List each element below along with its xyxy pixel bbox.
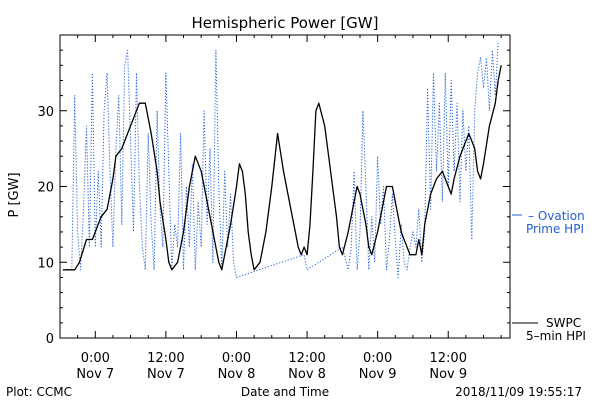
y-tick-label: 0 <box>46 332 54 347</box>
legend-ovation: – Ovation Prime HPI <box>512 209 585 236</box>
legend-ovation-line2: Prime HPI <box>526 222 584 236</box>
legend-swpc-line2: 5–min HPI <box>526 329 586 343</box>
x-tick-time: 0:00 <box>363 351 392 366</box>
x-tick-day: Nov 8 <box>288 367 326 382</box>
x-axis-label: Date and Time <box>241 385 329 399</box>
x-tick-time: 0:00 <box>222 351 251 366</box>
x-tick-time: 12:00 <box>288 351 325 366</box>
x-tick-day: Nov 8 <box>218 367 256 382</box>
x-tick-day: Nov 7 <box>76 367 114 382</box>
x-tick-day: Nov 9 <box>429 367 467 382</box>
y-tick-label: 10 <box>37 256 54 271</box>
series-layer <box>62 42 502 278</box>
x-tick-time: 0:00 <box>81 351 110 366</box>
legend-swpc-line1: SWPC <box>546 316 581 330</box>
x-tick-time: 12:00 <box>147 351 184 366</box>
legend-swpc: SWPC 5–min HPI <box>512 316 586 343</box>
series-swpc-line <box>62 65 502 271</box>
x-tick-time: 12:00 <box>430 351 467 366</box>
x-tick-day: Nov 9 <box>359 367 397 382</box>
chart-title: Hemispheric Power [GW] <box>192 14 379 32</box>
timestamp: 2018/11/09 19:55:17 <box>455 385 582 399</box>
y-axis-label: P [GW] <box>7 172 22 217</box>
y-tick-label: 20 <box>37 181 54 196</box>
legend-ovation-line1: – Ovation <box>528 209 585 223</box>
y-tick-label: 30 <box>37 105 54 120</box>
plot-credit: Plot: CCMC <box>6 385 72 399</box>
x-tick-day: Nov 7 <box>147 367 185 382</box>
series-ovation-line <box>71 42 499 278</box>
y-axis: 0 10 20 30 <box>37 49 510 347</box>
